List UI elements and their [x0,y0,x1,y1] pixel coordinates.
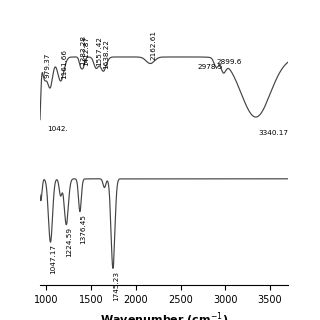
Text: 1161.66: 1161.66 [61,49,67,79]
Text: 3340.17: 3340.17 [259,130,288,136]
X-axis label: Wavenumber (cm$^{-1}$): Wavenumber (cm$^{-1}$) [100,310,228,320]
Text: 1042.: 1042. [47,126,68,132]
Text: 1557.42: 1557.42 [96,36,102,66]
Text: 1224.59: 1224.59 [66,227,72,257]
Text: 1376.45: 1376.45 [80,214,86,244]
Text: 1745.23: 1745.23 [113,271,119,300]
Text: 1047.17: 1047.17 [51,244,56,274]
Text: 1638.22: 1638.22 [103,39,109,69]
Text: 2162.61: 2162.61 [150,30,156,60]
Text: 1412.87: 1412.87 [83,36,89,66]
Text: 2899.6: 2899.6 [216,59,242,65]
Text: 2978.5: 2978.5 [198,64,223,70]
Text: 979.37: 979.37 [44,52,50,78]
Text: 1383.28: 1383.28 [81,35,86,65]
Text: 1042.: 1042. [50,202,71,208]
